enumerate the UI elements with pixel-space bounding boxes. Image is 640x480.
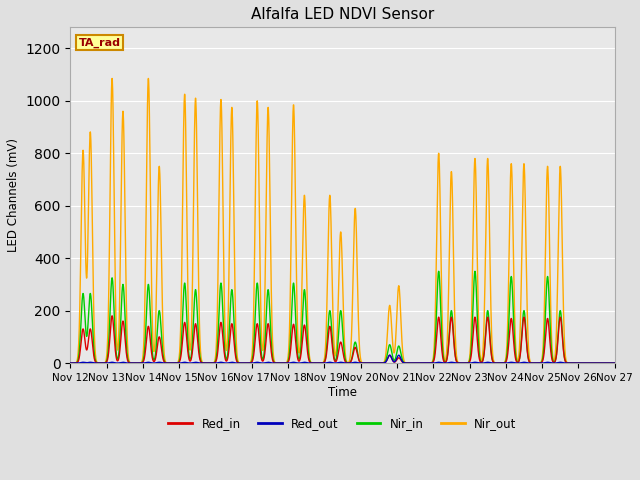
- Nir_in: [471, 268, 479, 274]
- Nir_out: [108, 75, 116, 81]
- Y-axis label: LED Channels (mV): LED Channels (mV): [7, 138, 20, 252]
- Red_out: [67, 360, 74, 366]
- Red_in: [161, 360, 169, 365]
- Nir_in: [129, 360, 136, 366]
- Red_in: [541, 334, 549, 339]
- Line: Red_in: Red_in: [70, 316, 614, 363]
- Nir_out: [541, 242, 549, 248]
- Nir_in: [299, 310, 307, 316]
- X-axis label: Time: Time: [328, 385, 357, 398]
- Nir_out: [129, 360, 136, 366]
- Nir_in: [600, 360, 608, 366]
- Red_in: [108, 313, 116, 319]
- Nir_out: [600, 360, 608, 366]
- Red_out: [600, 360, 608, 366]
- Red_out: [611, 360, 618, 366]
- Red_in: [299, 332, 307, 338]
- Nir_out: [67, 360, 74, 366]
- Nir_in: [67, 360, 74, 366]
- Red_in: [600, 360, 608, 366]
- Line: Red_out: Red_out: [70, 355, 614, 363]
- Red_out: [299, 360, 307, 365]
- Nir_out: [299, 236, 307, 242]
- Line: Nir_in: Nir_in: [70, 271, 614, 363]
- Nir_in: [611, 360, 618, 366]
- Title: Alfalfa LED NDVI Sensor: Alfalfa LED NDVI Sensor: [251, 7, 434, 22]
- Red_in: [275, 360, 283, 366]
- Red_out: [395, 352, 403, 358]
- Nir_in: [541, 308, 549, 314]
- Red_out: [275, 360, 283, 366]
- Line: Nir_out: Nir_out: [70, 78, 614, 363]
- Nir_in: [275, 360, 283, 366]
- Red_in: [129, 360, 136, 366]
- Red_out: [541, 360, 549, 365]
- Nir_out: [275, 360, 283, 366]
- Legend: Red_in, Red_out, Nir_in, Nir_out: Red_in, Red_out, Nir_in, Nir_out: [164, 413, 522, 435]
- Red_out: [161, 360, 168, 366]
- Nir_in: [161, 359, 168, 365]
- Nir_out: [161, 357, 169, 362]
- Red_out: [129, 360, 136, 366]
- Red_in: [611, 360, 618, 366]
- Nir_out: [611, 360, 618, 366]
- Text: TA_rad: TA_rad: [79, 37, 120, 48]
- Red_in: [67, 360, 74, 366]
